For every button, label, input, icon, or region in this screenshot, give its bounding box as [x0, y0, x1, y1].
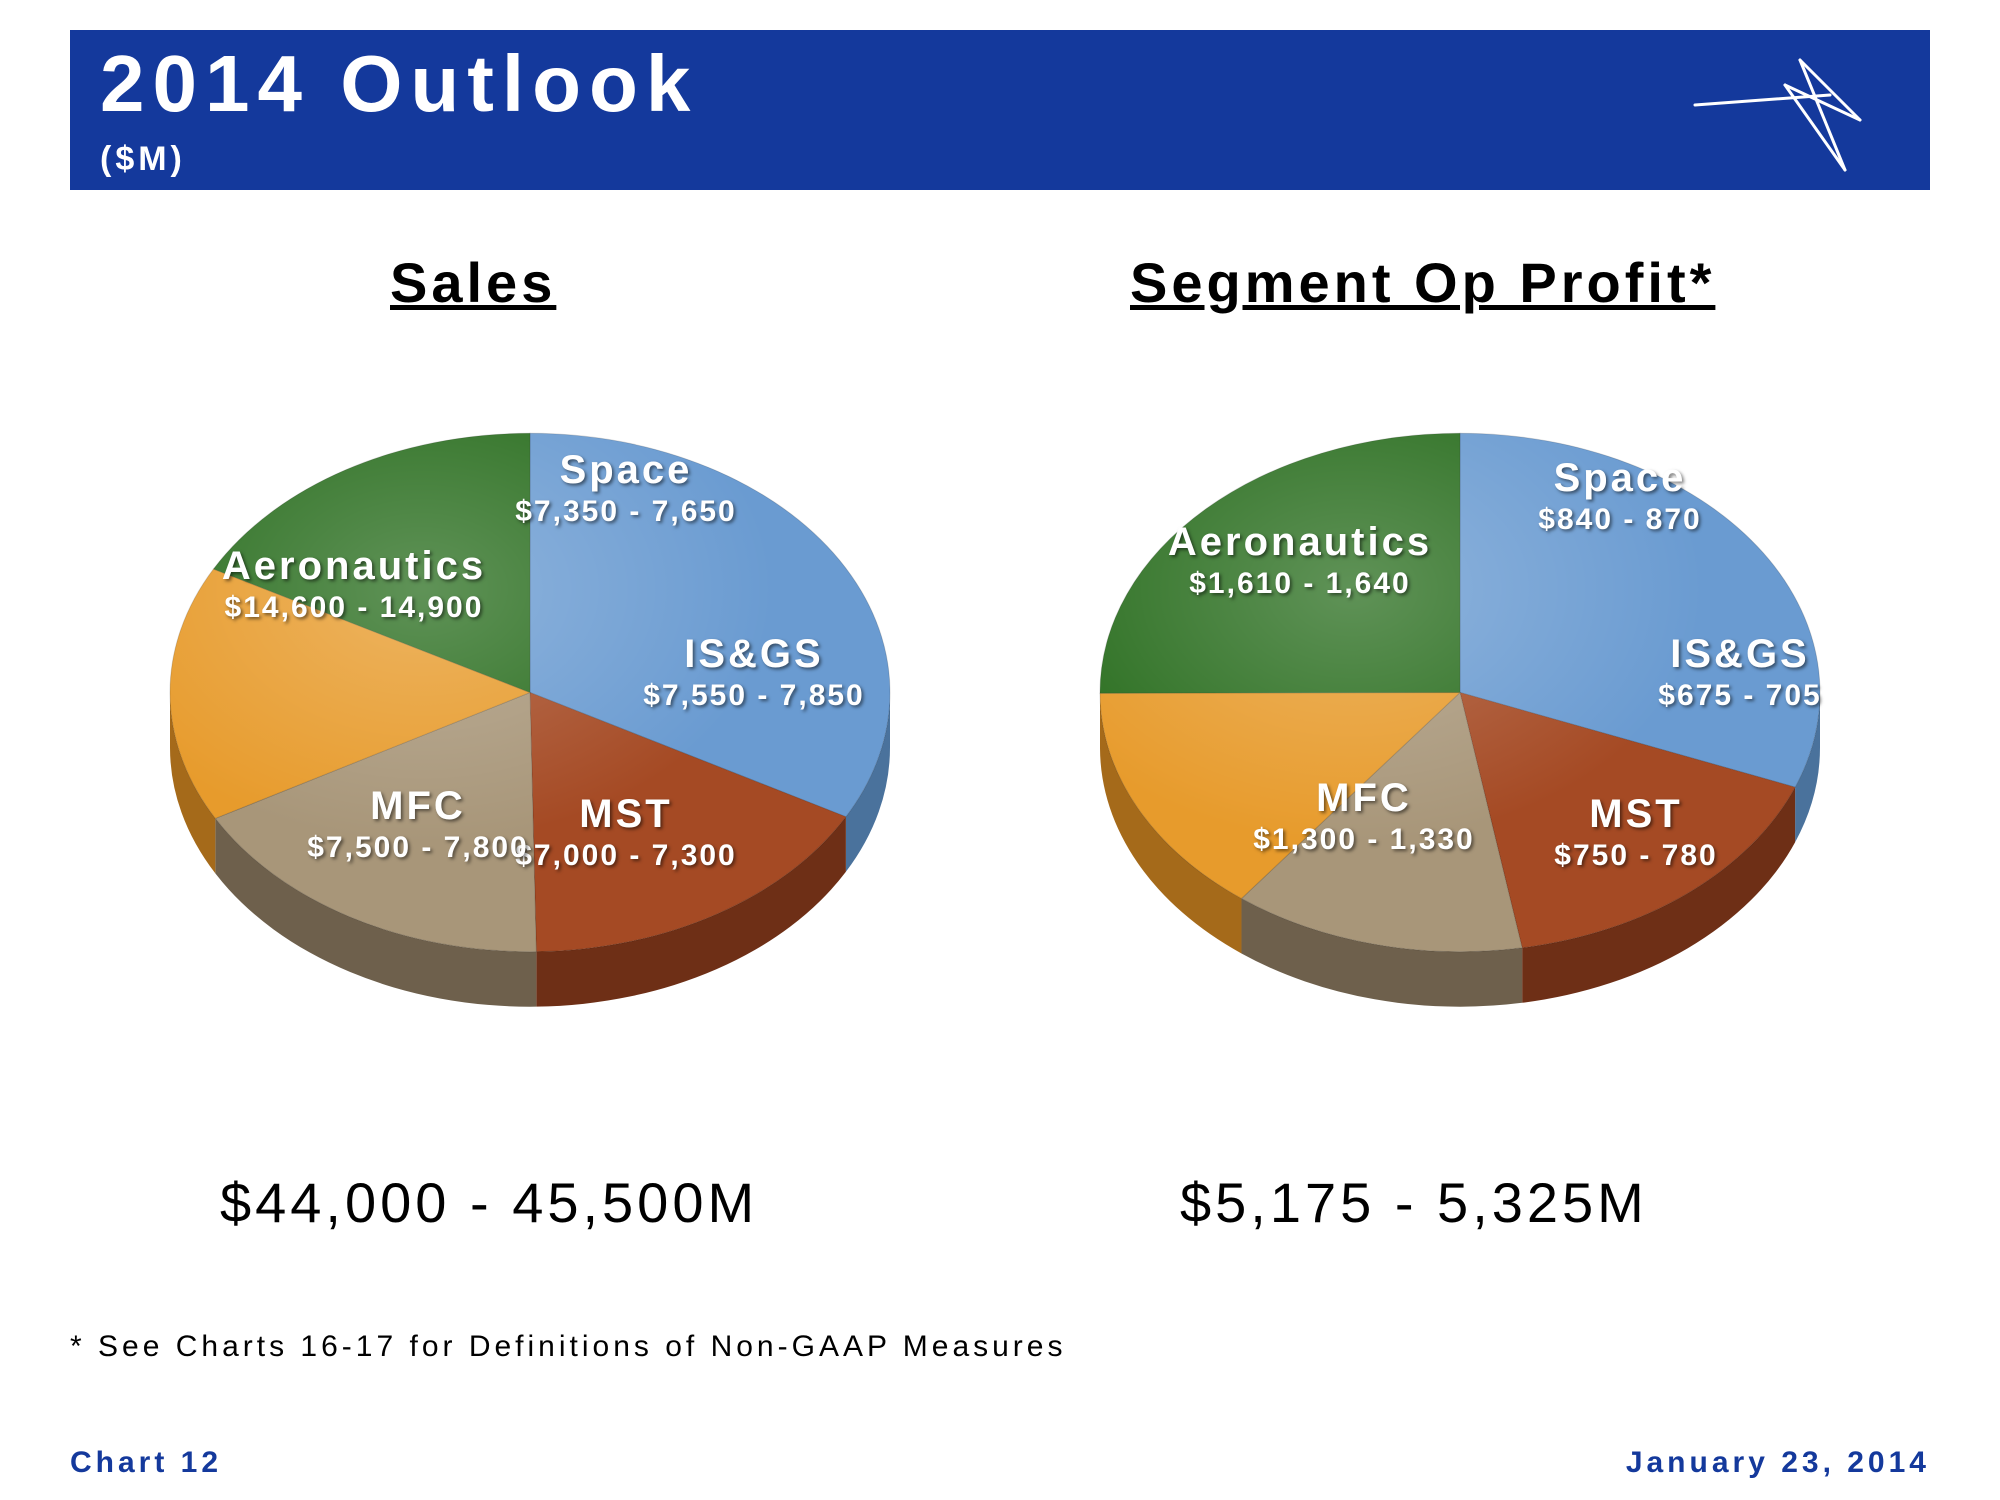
star-logo-icon: [1690, 50, 1870, 180]
pie-chart-sales: [130, 320, 930, 1120]
page-title: 2014 Outlook: [100, 38, 698, 130]
chart-title-profit: Segment Op Profit*: [1130, 250, 1715, 315]
chart-total-profit: $5,175 - 5,325M: [1180, 1170, 1648, 1235]
footer-date: January 23, 2014: [1626, 1446, 1930, 1480]
pie-wrap-sales: Aeronautics$14,600 - 14,900Space$7,350 -…: [130, 320, 930, 1120]
page-subtitle: ($M): [100, 140, 186, 179]
pie-chart-profit: [1060, 320, 1860, 1120]
pie-slice-mfc: [1100, 433, 1460, 693]
pie-wrap-profit: Aeronautics$1,610 - 1,640Space$840 - 870…: [1060, 320, 1860, 1120]
chart-title-sales: Sales: [390, 250, 556, 315]
title-bar: 2014 Outlook ($M): [70, 30, 1930, 190]
footnote: * See Charts 16-17 for Definitions of No…: [70, 1330, 1066, 1364]
footer-chart-number: Chart 12: [70, 1446, 222, 1480]
chart-total-sales: $44,000 - 45,500M: [220, 1170, 758, 1235]
